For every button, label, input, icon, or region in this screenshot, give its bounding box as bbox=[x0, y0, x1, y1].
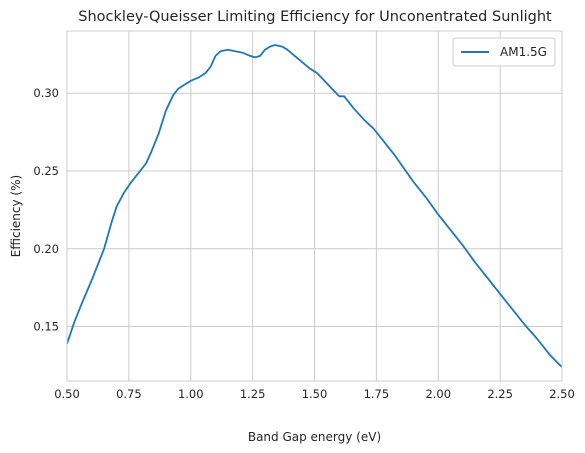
plot-frame bbox=[66, 30, 563, 382]
x-tick-label: 2.00 bbox=[425, 387, 451, 401]
x-tick-label: 2.50 bbox=[549, 387, 575, 401]
y-tick-label: 0.30 bbox=[33, 86, 59, 100]
x-tick-label: 2.25 bbox=[487, 387, 513, 401]
x-tick-label: 1.75 bbox=[364, 387, 390, 401]
series-line-am15g bbox=[66, 44, 563, 368]
x-tick-label: 1.50 bbox=[302, 387, 328, 401]
legend-box bbox=[452, 37, 556, 67]
chart-title: Shockley-Queisser Limiting Efficiency fo… bbox=[78, 9, 552, 25]
x-tick-labels: 0.50 0.75 1.00 1.25 1.50 1.75 2.00 2.25 2.50 bbox=[54, 387, 575, 401]
grid bbox=[66, 31, 563, 381]
series-layer bbox=[66, 44, 563, 368]
legend: AM1.5G bbox=[452, 37, 556, 67]
x-tick-label: 0.75 bbox=[116, 387, 142, 401]
y-tick-label: 0.15 bbox=[33, 320, 59, 334]
y-tick-label: 0.25 bbox=[33, 164, 59, 178]
y-axis-label: Efficiency (%) bbox=[9, 175, 23, 257]
x-tick-label: 0.50 bbox=[54, 387, 80, 401]
x-tick-label: 1.00 bbox=[178, 387, 204, 401]
y-tick-labels: 0.15 0.20 0.25 0.30 bbox=[33, 86, 59, 333]
y-tick-label: 0.20 bbox=[33, 242, 59, 256]
x-axis-label: Band Gap energy (eV) bbox=[248, 430, 381, 444]
x-tick-label: 1.25 bbox=[240, 387, 266, 401]
legend-entry-am15g: AM1.5G bbox=[500, 45, 547, 59]
